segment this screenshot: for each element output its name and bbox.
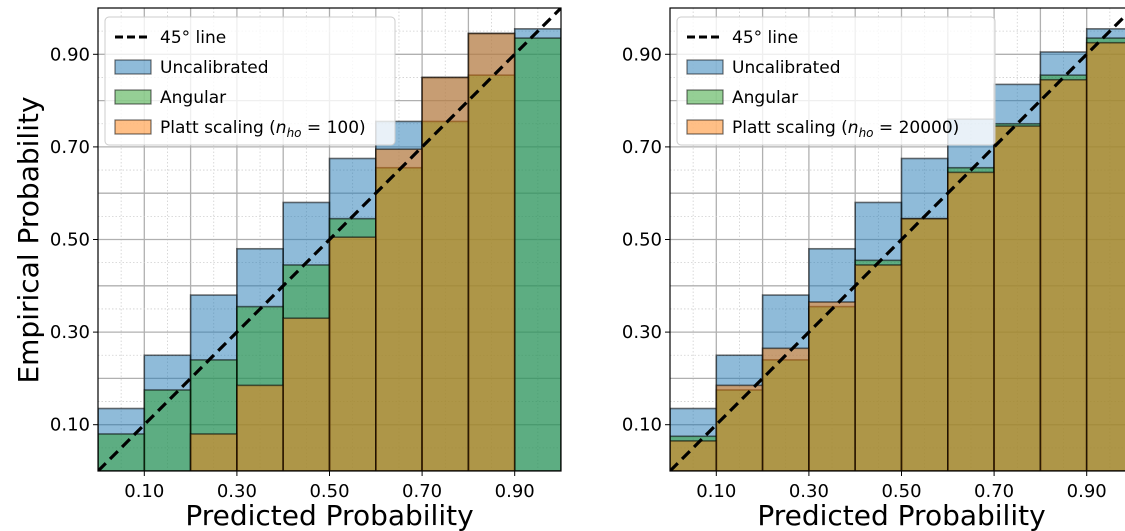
legend-swatch-uncalibrated <box>686 59 724 75</box>
diagonal-45-line <box>670 13 1125 471</box>
y-tick-label: 0.10 <box>622 415 662 436</box>
bar-angular <box>143 389 192 471</box>
y-tick-label: 0.50 <box>50 230 90 251</box>
bar-platt <box>1085 41 1125 471</box>
bar-platt <box>761 347 810 471</box>
legend-label-platt: Platt scaling (nho = 100) <box>160 118 366 140</box>
series-platt <box>189 32 516 471</box>
x-tick-label: 0.30 <box>217 481 257 502</box>
legend-swatch-platt <box>114 119 152 135</box>
legend-label-angular: Angular <box>732 88 798 108</box>
y-tick-label: 0.70 <box>622 137 662 158</box>
bar-platt <box>421 76 470 471</box>
bar-platt <box>808 301 857 471</box>
legend-label-platt: Platt scaling (nho = 20000) <box>732 118 959 140</box>
bar-platt <box>854 264 903 471</box>
y-axis-label: Empirical Probability <box>12 96 45 383</box>
x-tick-label: 0.90 <box>495 481 535 502</box>
x-axis-label: Predicted Probability <box>185 499 473 531</box>
diagonal-45-line <box>98 8 561 471</box>
legend-swatch-angular <box>686 89 724 105</box>
legend-box <box>104 16 396 146</box>
legend-swatch-uncalibrated <box>114 59 152 75</box>
x-tick-label: 0.10 <box>696 481 736 502</box>
bar-platt <box>467 32 516 471</box>
x-tick-label: 0.90 <box>1067 481 1107 502</box>
x-tick-label: 0.70 <box>974 481 1014 502</box>
reliability-panel-left: 0.10 0.10 0.30 0.30 0.50 0.50 0.70 0.70 0.90 0.90… <box>50 7 562 531</box>
bar-platt <box>374 148 423 471</box>
bar-platt <box>993 125 1042 471</box>
reliability-panel-right: 0.10 0.10 0.30 0.30 0.50 0.50 0.70 0.70 0.90 0.90… <box>622 7 1125 531</box>
bar-platt <box>236 384 284 471</box>
x-tick-label: 0.30 <box>789 481 829 502</box>
bars <box>98 28 561 471</box>
bars <box>670 28 1125 471</box>
legend: 45° line Uncalibrated Angular Platt scaling… <box>104 16 396 146</box>
legend-label-uncalibrated: Uncalibrated <box>732 58 841 78</box>
bar-platt <box>282 317 331 471</box>
x-tick-label: 0.70 <box>402 481 442 502</box>
y-tick-label: 0.90 <box>622 44 662 65</box>
bar-platt <box>1039 78 1088 471</box>
bar-platt <box>670 440 718 471</box>
bar-platt <box>900 217 949 471</box>
legend-label-angular: Angular <box>160 88 226 108</box>
legend-label-line: 45° line <box>160 28 226 48</box>
series-platt <box>670 41 1125 471</box>
y-tick-label: 0.90 <box>50 44 90 65</box>
x-tick-label: 0.50 <box>309 481 349 502</box>
legend-label-uncalibrated: Uncalibrated <box>160 58 269 78</box>
legend-label-line: 45° line <box>732 28 798 48</box>
y-tick-label: 0.30 <box>50 322 90 343</box>
bar-platt <box>946 171 995 471</box>
y-tick-label: 0.50 <box>622 230 662 251</box>
y-tick-label: 0.70 <box>50 137 90 158</box>
bar-platt <box>715 384 764 471</box>
bar-platt <box>328 236 377 471</box>
legend: 45° line Uncalibrated Angular Platt scaling… <box>676 16 996 146</box>
x-tick-label: 0.50 <box>881 481 921 502</box>
legend-swatch-platt <box>686 119 724 135</box>
x-axis-label: Predicted Probability <box>757 499 1045 531</box>
bar-platt <box>189 433 238 471</box>
y-tick-label: 0.10 <box>50 415 90 436</box>
x-tick-label: 0.10 <box>124 481 164 502</box>
legend-box <box>676 16 996 146</box>
legend-swatch-angular <box>114 89 152 105</box>
bar-angular <box>513 37 561 471</box>
y-tick-label: 0.30 <box>622 322 662 343</box>
